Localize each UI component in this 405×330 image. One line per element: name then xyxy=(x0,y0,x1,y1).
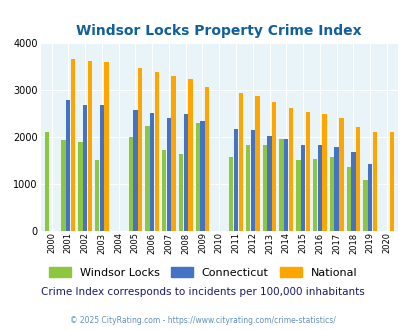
Bar xyxy=(279,139,283,231)
Bar xyxy=(329,157,333,231)
Bar xyxy=(138,68,142,231)
Bar xyxy=(154,72,159,231)
Bar xyxy=(350,152,355,231)
Bar xyxy=(250,130,254,231)
Bar xyxy=(195,123,199,231)
Bar xyxy=(133,110,137,231)
Bar xyxy=(95,160,99,231)
Text: Crime Index corresponds to incidents per 100,000 inhabitants: Crime Index corresponds to incidents per… xyxy=(41,287,364,297)
Bar xyxy=(362,180,367,231)
Bar xyxy=(300,146,305,231)
Bar xyxy=(288,108,292,231)
Bar xyxy=(355,127,359,231)
Bar xyxy=(346,167,350,231)
Bar xyxy=(372,132,376,231)
Bar xyxy=(200,121,204,231)
Bar xyxy=(388,132,393,231)
Bar xyxy=(128,137,132,231)
Bar xyxy=(78,142,82,231)
Bar xyxy=(262,146,266,231)
Legend: Windsor Locks, Connecticut, National: Windsor Locks, Connecticut, National xyxy=(44,263,361,282)
Bar xyxy=(188,79,192,231)
Bar xyxy=(312,159,317,231)
Bar xyxy=(245,146,249,231)
Bar xyxy=(338,118,343,231)
Bar xyxy=(149,113,154,231)
Bar xyxy=(99,106,104,231)
Bar xyxy=(45,132,49,231)
Bar xyxy=(178,154,183,231)
Bar xyxy=(166,118,171,231)
Bar xyxy=(305,113,309,231)
Bar xyxy=(104,62,109,231)
Bar xyxy=(87,61,92,231)
Bar xyxy=(171,76,175,231)
Bar xyxy=(66,100,70,231)
Bar xyxy=(255,96,259,231)
Bar xyxy=(145,126,149,231)
Bar xyxy=(233,129,238,231)
Bar xyxy=(61,140,66,231)
Bar xyxy=(271,102,276,231)
Bar xyxy=(83,106,87,231)
Bar xyxy=(322,114,326,231)
Bar xyxy=(228,157,233,231)
Bar xyxy=(267,137,271,231)
Bar xyxy=(183,114,188,231)
Bar xyxy=(334,147,338,231)
Bar xyxy=(238,93,242,231)
Bar xyxy=(367,164,371,231)
Bar xyxy=(296,160,300,231)
Bar xyxy=(70,59,75,231)
Bar xyxy=(205,87,209,231)
Bar xyxy=(284,139,288,231)
Bar xyxy=(317,146,321,231)
Text: © 2025 CityRating.com - https://www.cityrating.com/crime-statistics/: © 2025 CityRating.com - https://www.city… xyxy=(70,315,335,325)
Bar xyxy=(162,150,166,231)
Title: Windsor Locks Property Crime Index: Windsor Locks Property Crime Index xyxy=(76,23,361,38)
